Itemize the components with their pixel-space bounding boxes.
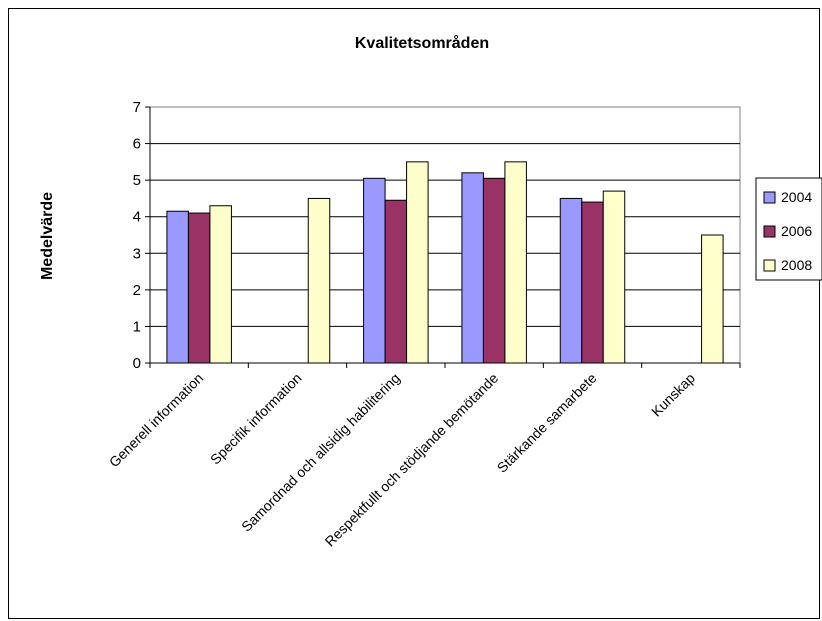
y-tick-labels: 0 1 2 3 4 5 6 7: [133, 99, 141, 372]
gridlines: [150, 143, 740, 327]
y-tick-label: 3: [133, 245, 141, 262]
bar-2008: [701, 234, 724, 364]
axes: [145, 106, 741, 368]
legend-label-2004: 2004: [781, 189, 812, 205]
y-tick-label: 5: [133, 172, 141, 189]
bar-2006: [482, 177, 506, 364]
bar-2004: [461, 172, 484, 364]
chart-title: Kvalitetsområden: [355, 34, 489, 52]
category-label: Stärkande samarbete: [494, 370, 600, 476]
category-label: Specifik information: [207, 370, 305, 468]
legend-label-2006: 2006: [781, 223, 812, 239]
y-tick-label: 0: [133, 355, 141, 372]
bar-2008: [406, 161, 429, 364]
bar-2004: [166, 210, 189, 364]
bar-2006: [581, 201, 604, 364]
bar-2004: [559, 197, 583, 364]
category-label: Samordnad och allsidig habilitering: [238, 370, 403, 535]
bars: [166, 161, 724, 364]
category-label: Generell information: [106, 370, 206, 470]
legend-label-2008: 2008: [781, 257, 812, 273]
bar-2006: [384, 199, 408, 364]
bar-2008: [307, 197, 331, 364]
category-labels: Generell information Specifik information…: [106, 370, 698, 550]
y-tick-label: 1: [133, 318, 141, 335]
plot-area: [149, 106, 741, 364]
bar-2008: [209, 205, 232, 364]
legend-swatch-2006: [763, 225, 776, 238]
legend-swatch-2008: [763, 259, 776, 272]
y-tick-label: 6: [133, 136, 141, 153]
bar-2006: [187, 212, 211, 364]
category-label: Kunskap: [648, 370, 698, 420]
category-label: Respektfullt och stödjande bemötande: [322, 370, 502, 550]
bar-2008: [602, 190, 626, 364]
y-tick-label: 4: [133, 209, 141, 226]
bar-2008: [504, 161, 527, 364]
legend-swatch-2004: [763, 191, 776, 204]
y-tick-label: 7: [133, 99, 141, 116]
legend: 2004 2006 2008: [755, 177, 822, 281]
y-tick-label: 2: [133, 282, 141, 299]
bar-2004: [363, 177, 386, 364]
y-axis-label: Medelvärde: [39, 192, 56, 280]
